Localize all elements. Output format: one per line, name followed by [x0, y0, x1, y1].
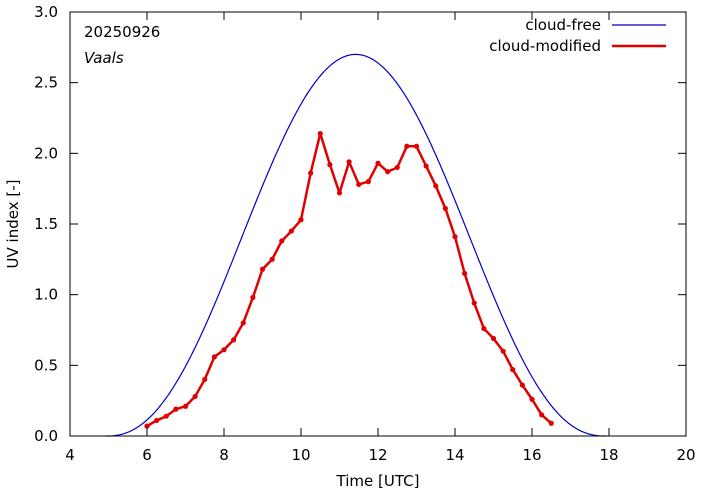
data-point-cloud-modified — [385, 169, 391, 175]
y-tick-label: 1.5 — [34, 215, 58, 233]
data-point-cloud-modified — [182, 403, 189, 409]
series-line-cloud-modified — [146, 132, 553, 428]
data-point-cloud-modified — [539, 412, 545, 418]
data-point-cloud-modified — [154, 417, 160, 424]
location-annotation: Vaals — [84, 49, 124, 67]
data-point-cloud-modified — [433, 183, 439, 189]
x-tick-label: 18 — [599, 446, 618, 464]
x-tick-label: 4 — [65, 446, 75, 464]
x-tick-label: 16 — [522, 446, 541, 464]
data-point-cloud-modified — [346, 159, 352, 165]
data-point-cloud-modified — [269, 256, 275, 262]
data-point-cloud-modified — [211, 354, 217, 360]
x-axis-label: Time [UTC] — [336, 472, 420, 490]
date-annotation: 20250926 — [84, 23, 160, 41]
data-point-cloud-modified — [240, 320, 246, 326]
y-axis-label: UV index [-] — [4, 180, 22, 269]
data-point-cloud-modified — [308, 170, 314, 176]
data-point-cloud-modified — [404, 143, 410, 149]
data-point-cloud-modified — [519, 382, 525, 388]
y-tick-label: 3.0 — [34, 3, 58, 21]
data-point-cloud-modified — [298, 217, 304, 223]
legend-label-cloud-free: cloud-free — [525, 16, 601, 34]
y-tick-label: 0.0 — [34, 427, 58, 445]
tick-labels-layer: 4 6 8 10 12 14 16 18 20 0.0 0.5 1.0 1.5 2.0 2.5 3.0 — [34, 3, 695, 464]
y-tick-label: 2.0 — [34, 144, 58, 162]
data-point-cloud-modified — [356, 181, 362, 188]
data-point-cloud-modified — [231, 337, 237, 343]
x-tick-label: 20 — [676, 446, 695, 464]
data-point-cloud-modified — [452, 234, 458, 240]
data-point-cloud-modified — [423, 163, 429, 169]
data-point-cloud-modified — [327, 162, 333, 168]
data-point-cloud-modified — [365, 179, 371, 185]
data-point-cloud-modified — [250, 294, 256, 301]
y-tick-label: 1.0 — [34, 286, 58, 304]
data-point-cloud-modified — [442, 205, 448, 212]
data-point-cloud-modified — [481, 325, 487, 332]
data-point-cloud-modified — [510, 366, 516, 373]
data-point-cloud-modified — [259, 266, 266, 272]
data-point-cloud-modified — [163, 413, 169, 419]
data-point-cloud-modified — [548, 420, 554, 426]
data-point-cloud-modified — [317, 130, 323, 137]
data-point-cloud-modified — [192, 393, 198, 400]
data-point-cloud-modified — [462, 270, 468, 277]
data-point-cloud-modified — [202, 376, 208, 383]
data-point-cloud-modified — [279, 238, 285, 244]
data-point-cloud-modified — [413, 143, 420, 149]
data-point-cloud-modified — [394, 164, 400, 171]
x-tick-label: 14 — [445, 446, 464, 464]
data-point-cloud-modified — [288, 228, 294, 234]
data-point-cloud-modified — [173, 406, 179, 412]
data-point-cloud-modified — [471, 300, 477, 306]
data-point-cloud-modified — [221, 347, 227, 353]
data-point-cloud-modified — [529, 396, 535, 402]
data-point-cloud-modified — [490, 335, 497, 342]
x-tick-label: 10 — [291, 446, 310, 464]
legend: cloud-free cloud-modified — [489, 16, 666, 55]
ticks-layer — [69, 11, 687, 437]
series-layer — [106, 53, 606, 437]
plot-frame — [69, 11, 687, 437]
y-tick-label: 0.5 — [34, 356, 58, 374]
data-point-cloud-modified — [375, 160, 381, 166]
data-point-cloud-modified — [500, 348, 506, 354]
x-tick-label: 8 — [219, 446, 229, 464]
y-tick-label: 2.5 — [34, 74, 58, 92]
x-tick-label: 6 — [142, 446, 152, 464]
data-point-cloud-modified — [144, 423, 150, 429]
x-tick-label: 12 — [368, 446, 387, 464]
data-point-cloud-modified — [336, 190, 343, 196]
legend-label-cloud-modified: cloud-modified — [489, 37, 601, 55]
series-line-cloud-free — [106, 53, 606, 437]
